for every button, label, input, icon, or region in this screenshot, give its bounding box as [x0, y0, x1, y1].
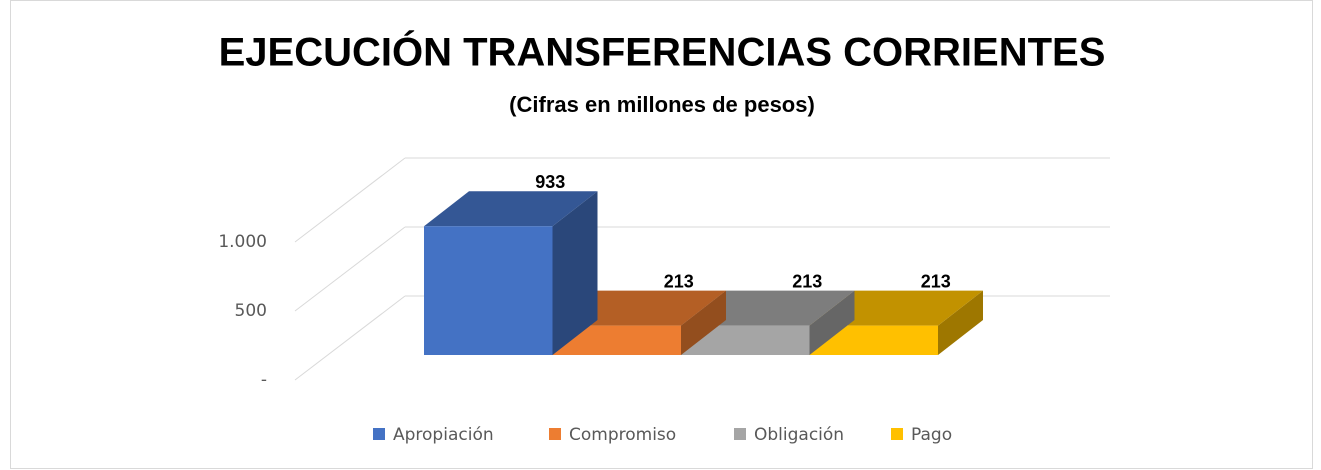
legend-label: Pago: [911, 425, 952, 445]
data-label: 213: [792, 271, 822, 291]
chart-frame: [10, 0, 1313, 469]
data-label: 933: [535, 172, 565, 192]
bar-side: [681, 290, 726, 355]
chart-subtitle: (Cifras en millones de pesos): [509, 92, 815, 117]
chart-title: EJECUCIÓN TRANSFERENCIAS CORRIENTES: [219, 29, 1106, 75]
bar-top: [424, 191, 598, 227]
data-label: 213: [664, 271, 694, 291]
grid-line-side: [294, 157, 406, 243]
bar-side: [938, 290, 983, 355]
legend-swatch: [891, 428, 903, 440]
legend-label: Obligación: [754, 425, 844, 445]
bar-side: [809, 290, 855, 355]
legend-swatch: [373, 428, 385, 440]
y-tick-label: -: [261, 370, 267, 390]
y-tick-label: 1.000: [218, 232, 267, 252]
grid-line-side: [294, 226, 406, 312]
bar-side: [552, 191, 598, 355]
legend-label: Apropiación: [393, 425, 494, 445]
grid-line-side: [294, 295, 406, 381]
legend-label: Compromiso: [569, 425, 676, 445]
bar: [424, 226, 553, 355]
legend-swatch: [734, 428, 746, 440]
y-tick-label: 500: [235, 301, 267, 321]
data-label: 213: [921, 271, 951, 291]
legend-swatch: [549, 428, 561, 440]
